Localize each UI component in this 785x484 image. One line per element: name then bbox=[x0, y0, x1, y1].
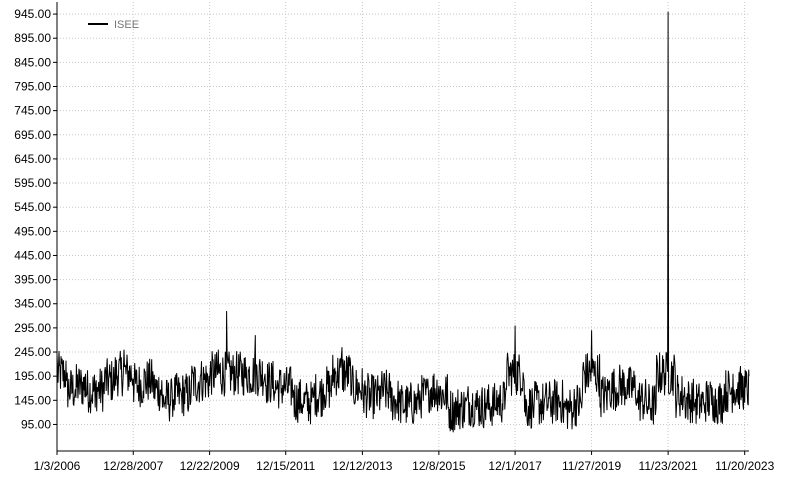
y-tick-label: 595.00 bbox=[14, 176, 51, 190]
x-tick-label: 1/3/2006 bbox=[34, 459, 81, 473]
y-tick-label: 695.00 bbox=[14, 128, 51, 142]
y-tick-label: 345.00 bbox=[14, 297, 51, 311]
y-tick-label: 645.00 bbox=[14, 152, 51, 166]
x-tick-label: 12/8/2015 bbox=[412, 459, 466, 473]
y-tick-label: 95.00 bbox=[21, 417, 51, 431]
y-tick-label: 145.00 bbox=[14, 393, 51, 407]
x-tick-label: 12/28/2007 bbox=[103, 459, 163, 473]
x-axis-ticks: 1/3/2006 12/28/2007 12/22/2009 12/15/2011 12… bbox=[34, 451, 775, 473]
x-tick-label: 12/22/2009 bbox=[180, 459, 240, 473]
x-tick-label: 11/20/2023 bbox=[715, 459, 774, 473]
y-tick-label: 745.00 bbox=[14, 104, 51, 118]
series-line-isee bbox=[56, 11, 750, 433]
x-tick-label: 11/27/2019 bbox=[562, 459, 621, 473]
y-tick-label: 795.00 bbox=[14, 79, 51, 93]
grid bbox=[56, 2, 749, 451]
y-tick-label: 895.00 bbox=[14, 31, 51, 45]
y-tick-label: 945.00 bbox=[14, 7, 51, 21]
y-tick-label: 495.00 bbox=[14, 224, 51, 238]
y-tick-label: 295.00 bbox=[14, 321, 51, 335]
y-tick-label: 445.00 bbox=[14, 248, 51, 262]
plot-area bbox=[56, 11, 750, 433]
x-tick-label: 12/1/2017 bbox=[488, 459, 542, 473]
y-tick-label: 195.00 bbox=[14, 369, 51, 383]
y-tick-label: 845.00 bbox=[14, 55, 51, 69]
y-tick-label: 545.00 bbox=[14, 200, 51, 214]
legend-label-isee: ISEE bbox=[114, 19, 139, 31]
y-axis-ticks: 945.00 895.00 845.00 795.00 745.00 695.00 645.… bbox=[14, 7, 57, 431]
x-tick-label: 12/15/2011 bbox=[256, 459, 315, 473]
legend: ISEE bbox=[88, 19, 139, 31]
x-tick-label: 12/12/2013 bbox=[332, 459, 392, 473]
y-tick-label: 245.00 bbox=[14, 345, 51, 359]
x-tick-label: 11/23/2021 bbox=[639, 459, 698, 473]
y-tick-label: 395.00 bbox=[14, 273, 51, 287]
